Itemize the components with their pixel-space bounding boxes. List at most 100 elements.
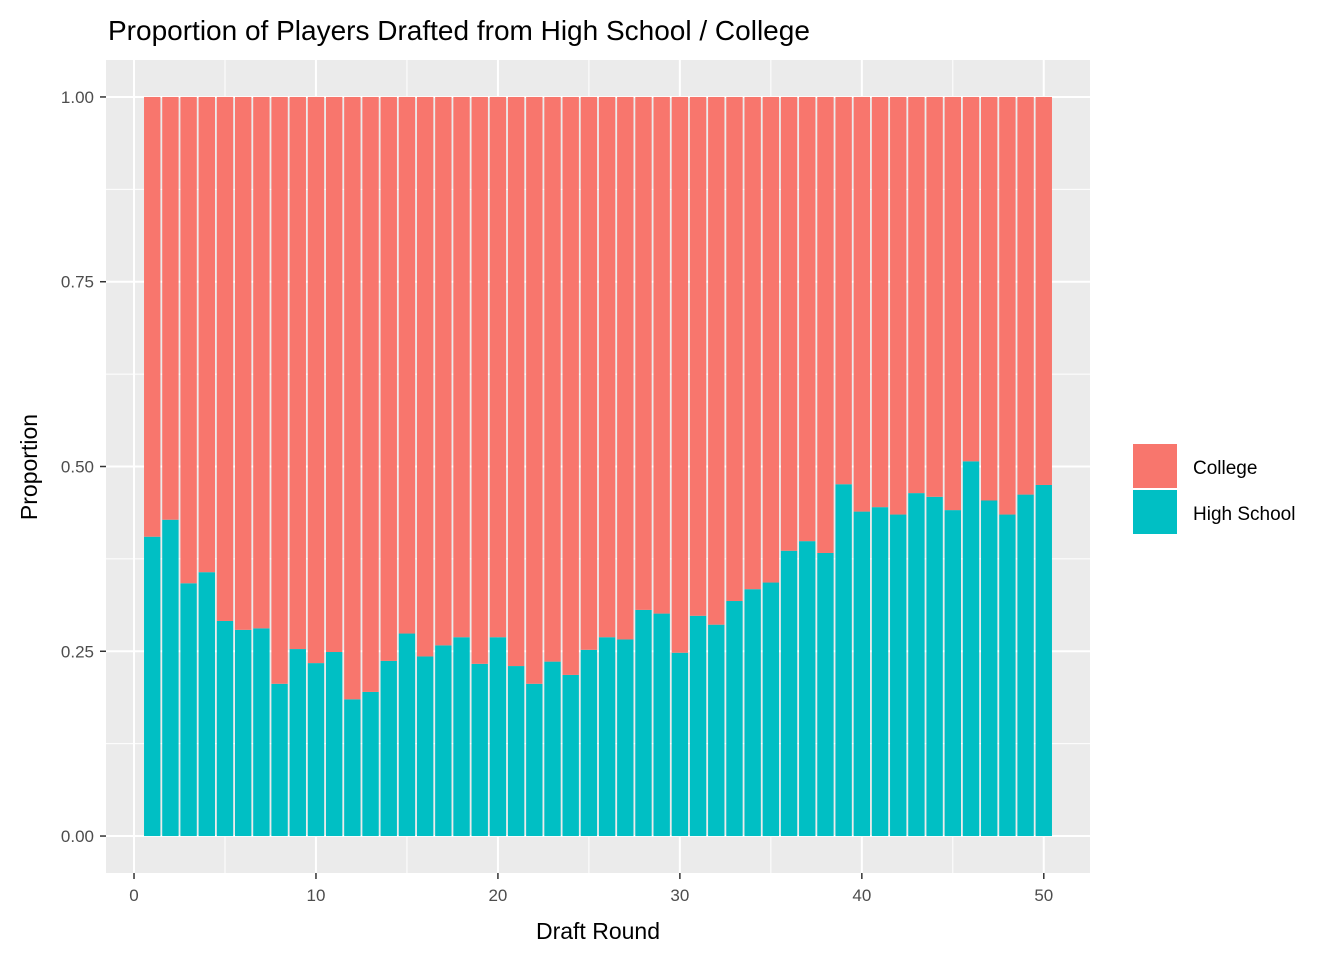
x-tick-label: 30 [670,886,689,905]
bar-college [944,96,961,511]
bar-college [1017,96,1034,495]
bar-high-school [908,493,925,837]
bar-high-school [890,514,907,837]
bar-high-school [744,589,761,837]
bar-college [617,96,634,640]
bar-college [853,96,871,512]
legend-label: College [1193,458,1257,479]
bar-high-school [526,683,543,837]
bar-college [744,96,761,590]
bar-high-school [562,674,579,837]
legend: College High School [1133,444,1295,534]
chart-title: Proportion of Players Drafted from High … [108,15,810,46]
x-tick-label: 50 [1034,886,1053,905]
bar-high-school [253,628,270,837]
bar-high-school [944,510,961,837]
bar-high-school [762,582,780,837]
bar-high-school [671,652,689,837]
bar-college [799,96,816,542]
bar-high-school [544,661,561,837]
bar-college [380,96,397,661]
bar-high-school [853,511,871,837]
bar-high-school [635,609,652,837]
bar-college [416,96,434,657]
bar-high-school [471,663,488,837]
bar-high-school [144,536,161,837]
bar-college [817,96,834,553]
bar-high-school [780,550,798,837]
bar-college [435,96,452,646]
bar-high-school [198,572,215,837]
bar-layer [144,96,1052,837]
x-axis: 0 10 20 30 40 50 [129,873,1053,905]
bar-college [962,96,980,462]
bar-college [289,96,306,650]
bar-high-school [289,649,306,837]
bar-college [253,96,270,629]
bar-college [580,96,598,650]
bar-high-school [180,583,197,837]
bar-college [635,96,652,610]
bar-college [689,96,707,616]
bar-college [598,96,616,638]
bar-high-school [416,656,434,837]
bar-high-school [926,496,943,837]
bar-college [762,96,780,583]
bar-high-school [162,519,179,837]
bar-college [926,96,943,497]
bar-high-school [871,507,889,837]
y-axis-title: Proportion [16,414,42,520]
bar-high-school [962,461,980,837]
bar-college [1035,96,1052,485]
bar-high-school [617,639,634,837]
bar-high-school [507,666,525,837]
bar-high-school [398,633,416,837]
x-tick-label: 10 [307,886,326,905]
x-tick-label: 40 [852,886,871,905]
bar-college [307,96,325,664]
bar-college [726,96,743,602]
bar-college [162,96,179,520]
bar-high-school [380,660,397,837]
bar-college [562,96,579,675]
bar-college [653,96,670,614]
x-tick-label: 0 [129,886,138,905]
y-axis: 0.00 0.25 0.50 0.75 1.00 [61,88,106,846]
bar-high-school [216,620,234,837]
bar-college [344,96,361,700]
bar-college [180,96,197,584]
bar-high-school [689,615,707,837]
bar-college [271,96,288,684]
bar-college [216,96,234,621]
bar-high-school [580,649,598,837]
bar-high-school [435,645,452,837]
bar-college [999,96,1016,515]
bar-high-school [835,484,852,837]
legend-key [1133,490,1177,534]
bar-high-school [817,552,834,837]
bar-high-school [726,601,743,837]
bar-high-school [799,541,816,837]
x-axis-title: Draft Round [536,918,660,944]
legend-label: High School [1193,504,1295,525]
bar-college [325,96,343,653]
bar-high-school [708,624,725,837]
bar-college [780,96,798,551]
bar-high-school [307,663,325,837]
bar-high-school [271,683,288,837]
y-tick-label: 1.00 [61,88,94,107]
bar-college [708,96,725,625]
legend-key [1133,444,1177,488]
bar-college [890,96,907,515]
y-tick-label: 0.00 [61,827,94,846]
bar-high-school [598,637,616,837]
y-tick-label: 0.50 [61,458,94,477]
bar-high-school [362,691,379,837]
bar-college [507,96,525,667]
bar-college [471,96,488,664]
bar-college [362,96,379,692]
bar-college [835,96,852,485]
bar-college [453,96,470,638]
bar-high-school [653,613,670,837]
